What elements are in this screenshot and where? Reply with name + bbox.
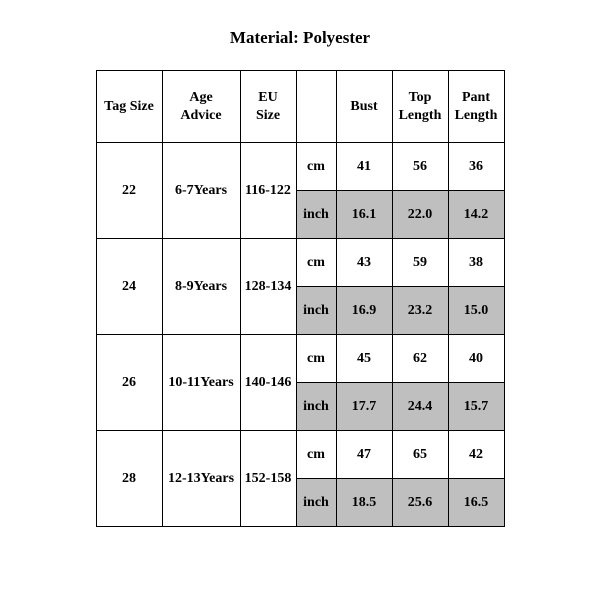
table-row: 28 12-13Years 152-158 cm 47 65 42 <box>96 431 504 479</box>
cell-pant-length: 40 <box>448 335 504 383</box>
cell-unit: cm <box>296 143 336 191</box>
cell-unit: inch <box>296 383 336 431</box>
cell-unit: inch <box>296 287 336 335</box>
cell-pant-length: 15.7 <box>448 383 504 431</box>
cell-top-length: 23.2 <box>392 287 448 335</box>
cell-top-length: 24.4 <box>392 383 448 431</box>
cell-bust: 16.1 <box>336 191 392 239</box>
col-eu-size: EU Size <box>240 71 296 143</box>
col-pant-length: Pant Length <box>448 71 504 143</box>
document-title: Material: Polyester <box>0 0 600 70</box>
table-header-row: Tag Size Age Advice EU Size Bust Top Len… <box>96 71 504 143</box>
cell-unit: inch <box>296 191 336 239</box>
cell-bust: 16.9 <box>336 287 392 335</box>
cell-tag-size: 28 <box>96 431 162 527</box>
cell-age-advice: 6-7Years <box>162 143 240 239</box>
table-body: 22 6-7Years 116-122 cm 41 56 36 inch 16.… <box>96 143 504 527</box>
cell-pant-length: 38 <box>448 239 504 287</box>
col-age-advice: Age Advice <box>162 71 240 143</box>
cell-eu-size: 128-134 <box>240 239 296 335</box>
cell-bust: 41 <box>336 143 392 191</box>
cell-bust: 45 <box>336 335 392 383</box>
cell-bust: 17.7 <box>336 383 392 431</box>
cell-top-length: 62 <box>392 335 448 383</box>
cell-top-length: 65 <box>392 431 448 479</box>
table-row: 26 10-11Years 140-146 cm 45 62 40 <box>96 335 504 383</box>
cell-bust: 47 <box>336 431 392 479</box>
cell-eu-size: 116-122 <box>240 143 296 239</box>
cell-pant-length: 14.2 <box>448 191 504 239</box>
cell-top-length: 56 <box>392 143 448 191</box>
cell-pant-length: 36 <box>448 143 504 191</box>
col-top-length: Top Length <box>392 71 448 143</box>
cell-top-length: 25.6 <box>392 479 448 527</box>
size-table: Tag Size Age Advice EU Size Bust Top Len… <box>96 70 505 527</box>
table-row: 22 6-7Years 116-122 cm 41 56 36 <box>96 143 504 191</box>
size-chart-document: Material: Polyester Tag Size Age Advice … <box>0 0 600 527</box>
table-row: 24 8-9Years 128-134 cm 43 59 38 <box>96 239 504 287</box>
cell-eu-size: 152-158 <box>240 431 296 527</box>
col-tag-size: Tag Size <box>96 71 162 143</box>
cell-unit: inch <box>296 479 336 527</box>
cell-unit: cm <box>296 431 336 479</box>
cell-tag-size: 26 <box>96 335 162 431</box>
cell-top-length: 22.0 <box>392 191 448 239</box>
cell-age-advice: 8-9Years <box>162 239 240 335</box>
cell-bust: 43 <box>336 239 392 287</box>
cell-bust: 18.5 <box>336 479 392 527</box>
col-bust: Bust <box>336 71 392 143</box>
cell-pant-length: 42 <box>448 431 504 479</box>
cell-pant-length: 15.0 <box>448 287 504 335</box>
cell-age-advice: 10-11Years <box>162 335 240 431</box>
cell-age-advice: 12-13Years <box>162 431 240 527</box>
cell-tag-size: 24 <box>96 239 162 335</box>
cell-tag-size: 22 <box>96 143 162 239</box>
cell-unit: cm <box>296 335 336 383</box>
cell-eu-size: 140-146 <box>240 335 296 431</box>
cell-pant-length: 16.5 <box>448 479 504 527</box>
col-unit <box>296 71 336 143</box>
cell-top-length: 59 <box>392 239 448 287</box>
cell-unit: cm <box>296 239 336 287</box>
